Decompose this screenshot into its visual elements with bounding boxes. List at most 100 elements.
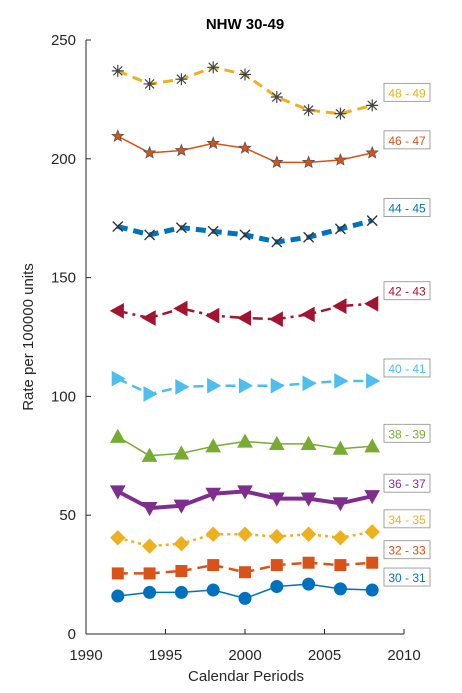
series-label-box — [383, 281, 431, 301]
series-label: 32 - 33 — [388, 544, 426, 558]
x-tick-label: 2005 — [308, 647, 341, 664]
data-point — [238, 591, 252, 605]
data-point — [111, 370, 126, 387]
data-point — [206, 583, 220, 597]
data-point — [175, 379, 190, 395]
data-point — [142, 145, 157, 159]
data-point — [237, 433, 253, 448]
series-label: 48 - 49 — [388, 86, 426, 100]
data-point — [143, 77, 156, 90]
y-tick-label: 100 — [51, 388, 76, 405]
series-label: 38 - 39 — [388, 427, 426, 441]
data-point — [111, 589, 125, 603]
data-point — [112, 221, 124, 233]
data-point — [173, 300, 188, 317]
data-point — [237, 485, 253, 500]
data-point — [141, 501, 158, 517]
data-point — [268, 311, 283, 328]
series-label-box — [383, 423, 431, 443]
data-point — [364, 524, 380, 540]
series-label: 30 - 31 — [388, 571, 426, 585]
series-label: 36 - 37 — [388, 477, 426, 491]
series-label: 42 - 43 — [388, 285, 426, 299]
series-label: 40 - 41 — [388, 362, 426, 376]
series-48-49: 48 - 49 — [111, 61, 431, 120]
data-point — [173, 536, 190, 552]
series-40-41: 40 - 41 — [111, 358, 431, 402]
y-tick-label: 0 — [68, 626, 76, 643]
data-point — [334, 107, 347, 120]
y-tick-label: 200 — [51, 151, 76, 168]
data-point — [239, 229, 251, 241]
series-label-box — [383, 130, 431, 150]
data-point — [238, 140, 252, 154]
data-point — [300, 526, 317, 542]
data-point — [364, 438, 381, 453]
data-point — [334, 373, 349, 389]
data-point — [365, 145, 379, 159]
data-point — [333, 152, 348, 166]
data-point — [175, 222, 187, 234]
data-point — [207, 225, 219, 237]
data-point — [268, 492, 285, 507]
data-point — [364, 490, 381, 505]
series-label: 46 - 47 — [388, 134, 426, 148]
data-point — [239, 68, 251, 81]
series-line — [117, 530, 373, 548]
x-tick-label: 1995 — [149, 647, 182, 664]
series-46-47: 46 - 47 — [111, 129, 431, 169]
data-point — [110, 530, 126, 546]
data-point — [143, 567, 156, 580]
data-point — [175, 565, 188, 578]
data-point — [300, 492, 317, 507]
data-point — [141, 447, 158, 462]
series-label-box — [383, 82, 431, 102]
data-point — [270, 91, 283, 104]
series-38-39: 38 - 39 — [109, 423, 431, 462]
data-point — [173, 445, 190, 460]
x-tick-label: 2010 — [387, 647, 420, 664]
series-label: 44 - 45 — [388, 202, 426, 216]
data-point — [238, 377, 254, 394]
series-42-43: 42 - 43 — [109, 281, 431, 328]
data-point — [141, 538, 158, 554]
x-axis-title: Calendar Periods — [188, 668, 304, 685]
data-point — [111, 567, 124, 580]
data-point — [302, 375, 317, 392]
data-point — [206, 136, 220, 150]
data-point — [303, 231, 315, 243]
data-point — [334, 559, 347, 572]
data-point — [334, 223, 346, 235]
data-point — [174, 143, 189, 157]
data-point — [332, 298, 347, 314]
series-label-box — [383, 473, 431, 493]
data-point — [333, 582, 347, 596]
series-32-33: 32 - 33 — [111, 540, 431, 580]
series-label-box — [383, 567, 431, 587]
series-label-box — [383, 358, 431, 378]
y-tick-label: 50 — [59, 507, 76, 524]
data-point — [366, 373, 381, 389]
data-point — [301, 155, 316, 169]
data-point — [332, 440, 349, 455]
y-tick-label: 150 — [51, 270, 76, 287]
data-point — [364, 295, 379, 312]
series-34-35: 34 - 35 — [110, 509, 431, 554]
series-label-box — [383, 540, 431, 560]
x-tick-label: 1990 — [69, 647, 102, 664]
data-point — [109, 303, 124, 319]
data-point — [270, 155, 284, 169]
series-label-box — [383, 509, 431, 529]
data-point — [300, 435, 317, 451]
x-tick-label: 2000 — [228, 647, 261, 664]
data-point — [141, 310, 156, 326]
data-point — [270, 377, 285, 394]
data-point — [109, 485, 126, 500]
data-point — [205, 526, 221, 542]
chart-title: NHW 30-49 — [206, 16, 284, 33]
data-point — [366, 215, 378, 227]
data-point — [207, 377, 222, 394]
data-point — [269, 528, 285, 545]
series-36-37: 36 - 37 — [109, 473, 431, 517]
